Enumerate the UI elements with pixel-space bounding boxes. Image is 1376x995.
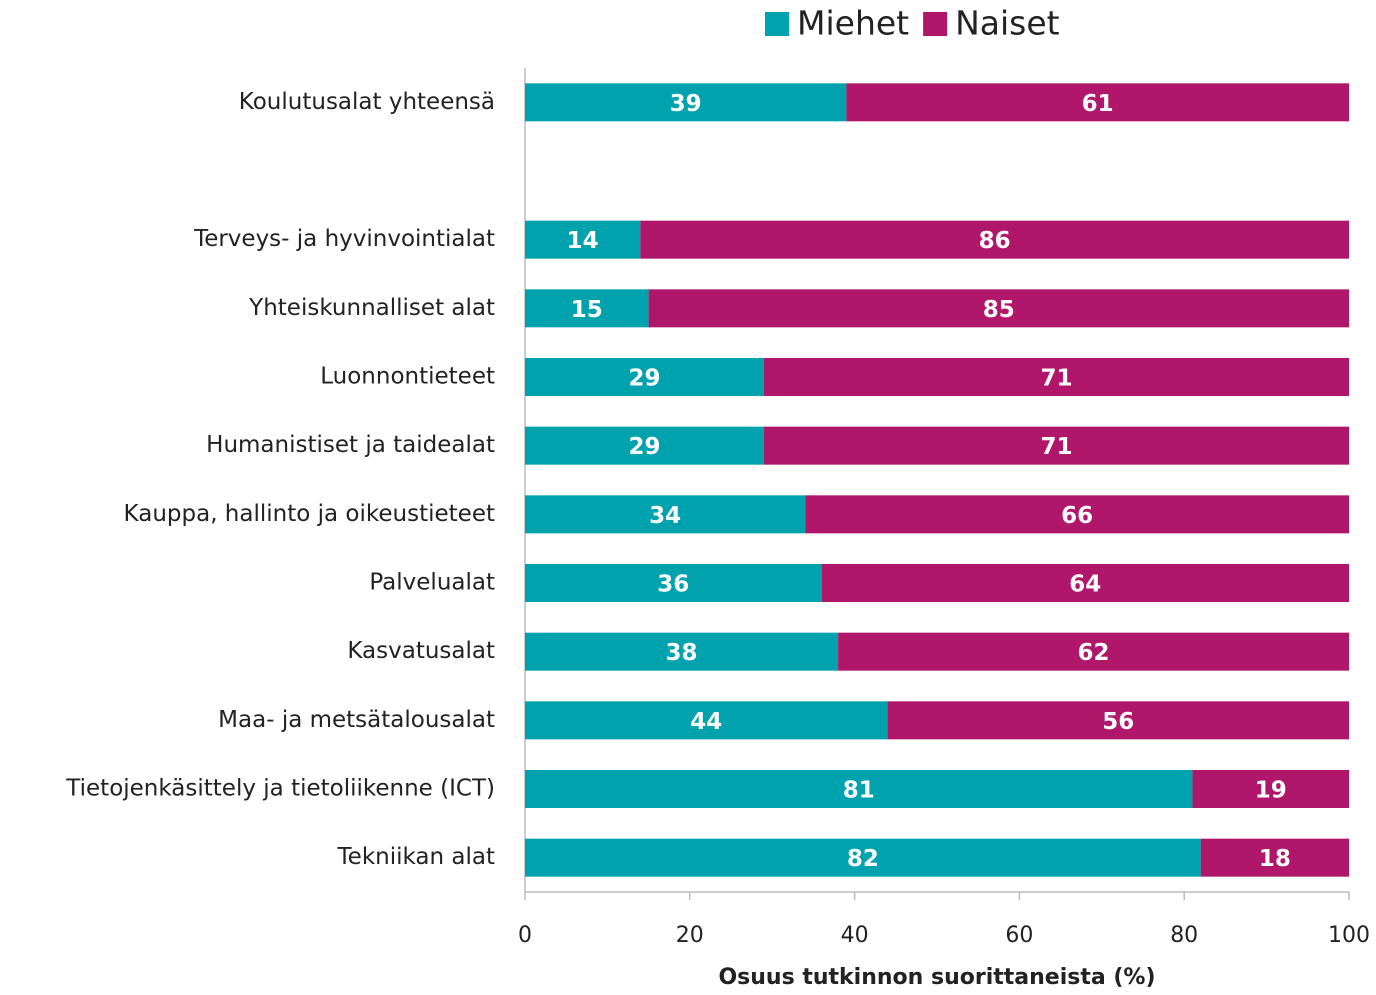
data-label: 34	[649, 503, 681, 529]
data-label: 66	[1061, 503, 1093, 529]
data-label: 85	[983, 297, 1015, 323]
bar-segment	[525, 632, 839, 671]
x-axis-title: Osuus tutkinnon suorittaneista (%)	[718, 965, 1155, 990]
data-label: 29	[628, 434, 660, 460]
data-label: 62	[1078, 640, 1110, 666]
category-label: Humanistiset ja taidealat	[206, 432, 495, 458]
x-tick-label: 0	[518, 923, 532, 948]
x-tick-label: 100	[1328, 923, 1370, 948]
data-label: 36	[657, 572, 689, 598]
data-label: 71	[1040, 366, 1072, 392]
bar-segment	[821, 564, 1349, 602]
bar-segment	[1192, 770, 1349, 808]
bar-segment	[525, 770, 1193, 808]
x-tick-label: 20	[676, 923, 704, 948]
bar-segment	[525, 358, 764, 396]
bar-segment	[525, 701, 888, 740]
data-label: 44	[690, 709, 722, 735]
category-label: Yhteiskunnalliset alat	[248, 295, 495, 321]
data-label: 18	[1259, 846, 1291, 872]
data-label: 29	[628, 366, 660, 392]
category-label: Kasvatusalat	[347, 638, 495, 664]
bar-segment	[525, 838, 1201, 877]
data-label: 61	[1082, 91, 1114, 117]
x-tick-label: 80	[1170, 923, 1198, 948]
data-label: 81	[843, 778, 875, 804]
category-label: Kauppa, hallinto ja oikeustieteet	[124, 501, 495, 527]
category-label: Koulutusalat yhteensä	[239, 89, 495, 115]
x-tick-label: 60	[1005, 923, 1033, 948]
bar-segment	[525, 426, 764, 465]
category-label: Tekniikan alat	[337, 844, 495, 870]
category-label: Luonnontieteet	[320, 364, 495, 390]
data-label: 38	[666, 640, 698, 666]
data-label: 82	[847, 846, 879, 872]
bar-segment	[640, 220, 1349, 259]
x-tick-label: 40	[841, 923, 869, 948]
bar-segment	[805, 495, 1349, 534]
bar-segment	[1200, 838, 1349, 877]
category-label: Palvelualat	[369, 570, 495, 596]
data-label: 14	[567, 228, 599, 254]
bar-segment	[525, 220, 641, 259]
legend-label: Miehet	[797, 4, 909, 43]
data-label: 86	[979, 228, 1011, 254]
bar-segment	[838, 632, 1349, 671]
data-label: 56	[1102, 709, 1134, 735]
legend-swatch	[923, 12, 948, 36]
data-label: 15	[571, 297, 603, 323]
bar-segment	[887, 701, 1349, 740]
bar-segment	[763, 358, 1349, 396]
bar-segment	[525, 83, 847, 122]
bar-segment	[846, 83, 1349, 122]
category-label: Maa- ja metsätalousalat	[218, 707, 495, 733]
data-label: 64	[1069, 572, 1101, 598]
bar-segment	[525, 564, 822, 602]
bar-segment	[525, 495, 806, 534]
category-label: Tietojenkäsittely ja tietoliikenne (ICT)	[65, 776, 495, 802]
bar-segment	[525, 289, 649, 328]
bar-segment	[763, 426, 1349, 465]
legend-label: Naiset	[955, 4, 1060, 43]
data-label: 39	[670, 91, 702, 117]
category-label: Terveys- ja hyvinvointialat	[193, 226, 495, 252]
data-label: 19	[1255, 778, 1287, 804]
legend-swatch	[765, 12, 789, 36]
data-label: 71	[1040, 434, 1072, 460]
bar-segment	[648, 289, 1349, 328]
